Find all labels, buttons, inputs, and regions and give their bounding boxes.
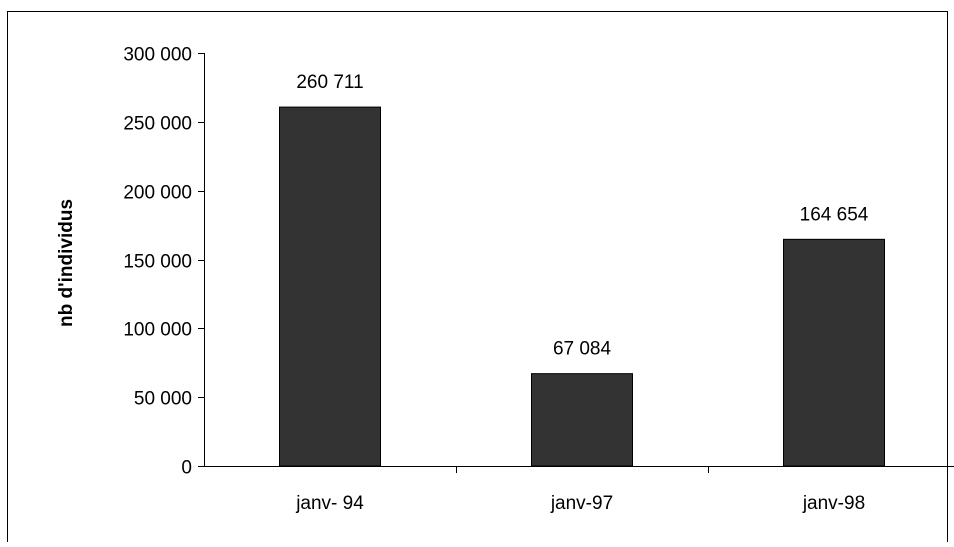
y-tick-label: 250 000: [123, 114, 192, 135]
bars: [279, 106, 885, 467]
data-label: 67 084: [553, 339, 612, 360]
data-label: 260 711: [296, 72, 363, 93]
data-labels: 260 711 67 084 164 654: [296, 72, 868, 360]
data-label: 164 654: [800, 204, 869, 225]
x-tick-label: janv-97: [550, 493, 613, 514]
y-tick-label: 150 000: [123, 252, 192, 273]
chart-border: [7, 11, 948, 542]
x-tick-label: janv- 94: [295, 493, 364, 514]
x-axis-ticks: janv- 94 janv-97 janv-98: [295, 466, 865, 514]
y-tick-label: 300 000: [123, 45, 192, 66]
bar: [279, 106, 381, 467]
y-tick-label: 0: [181, 458, 192, 479]
bar: [783, 238, 885, 467]
y-axis-title: nb d'individus: [56, 199, 77, 327]
y-axis-ticks: 0 50 000 100 000 150 000 200 000 250 000 300 0…: [123, 45, 204, 479]
y-tick-label: 50 000: [134, 389, 192, 410]
y-tick-label: 200 000: [123, 183, 192, 204]
x-tick-label: janv-98: [802, 493, 865, 514]
bar: [531, 373, 633, 467]
y-tick-label: 100 000: [123, 320, 192, 341]
